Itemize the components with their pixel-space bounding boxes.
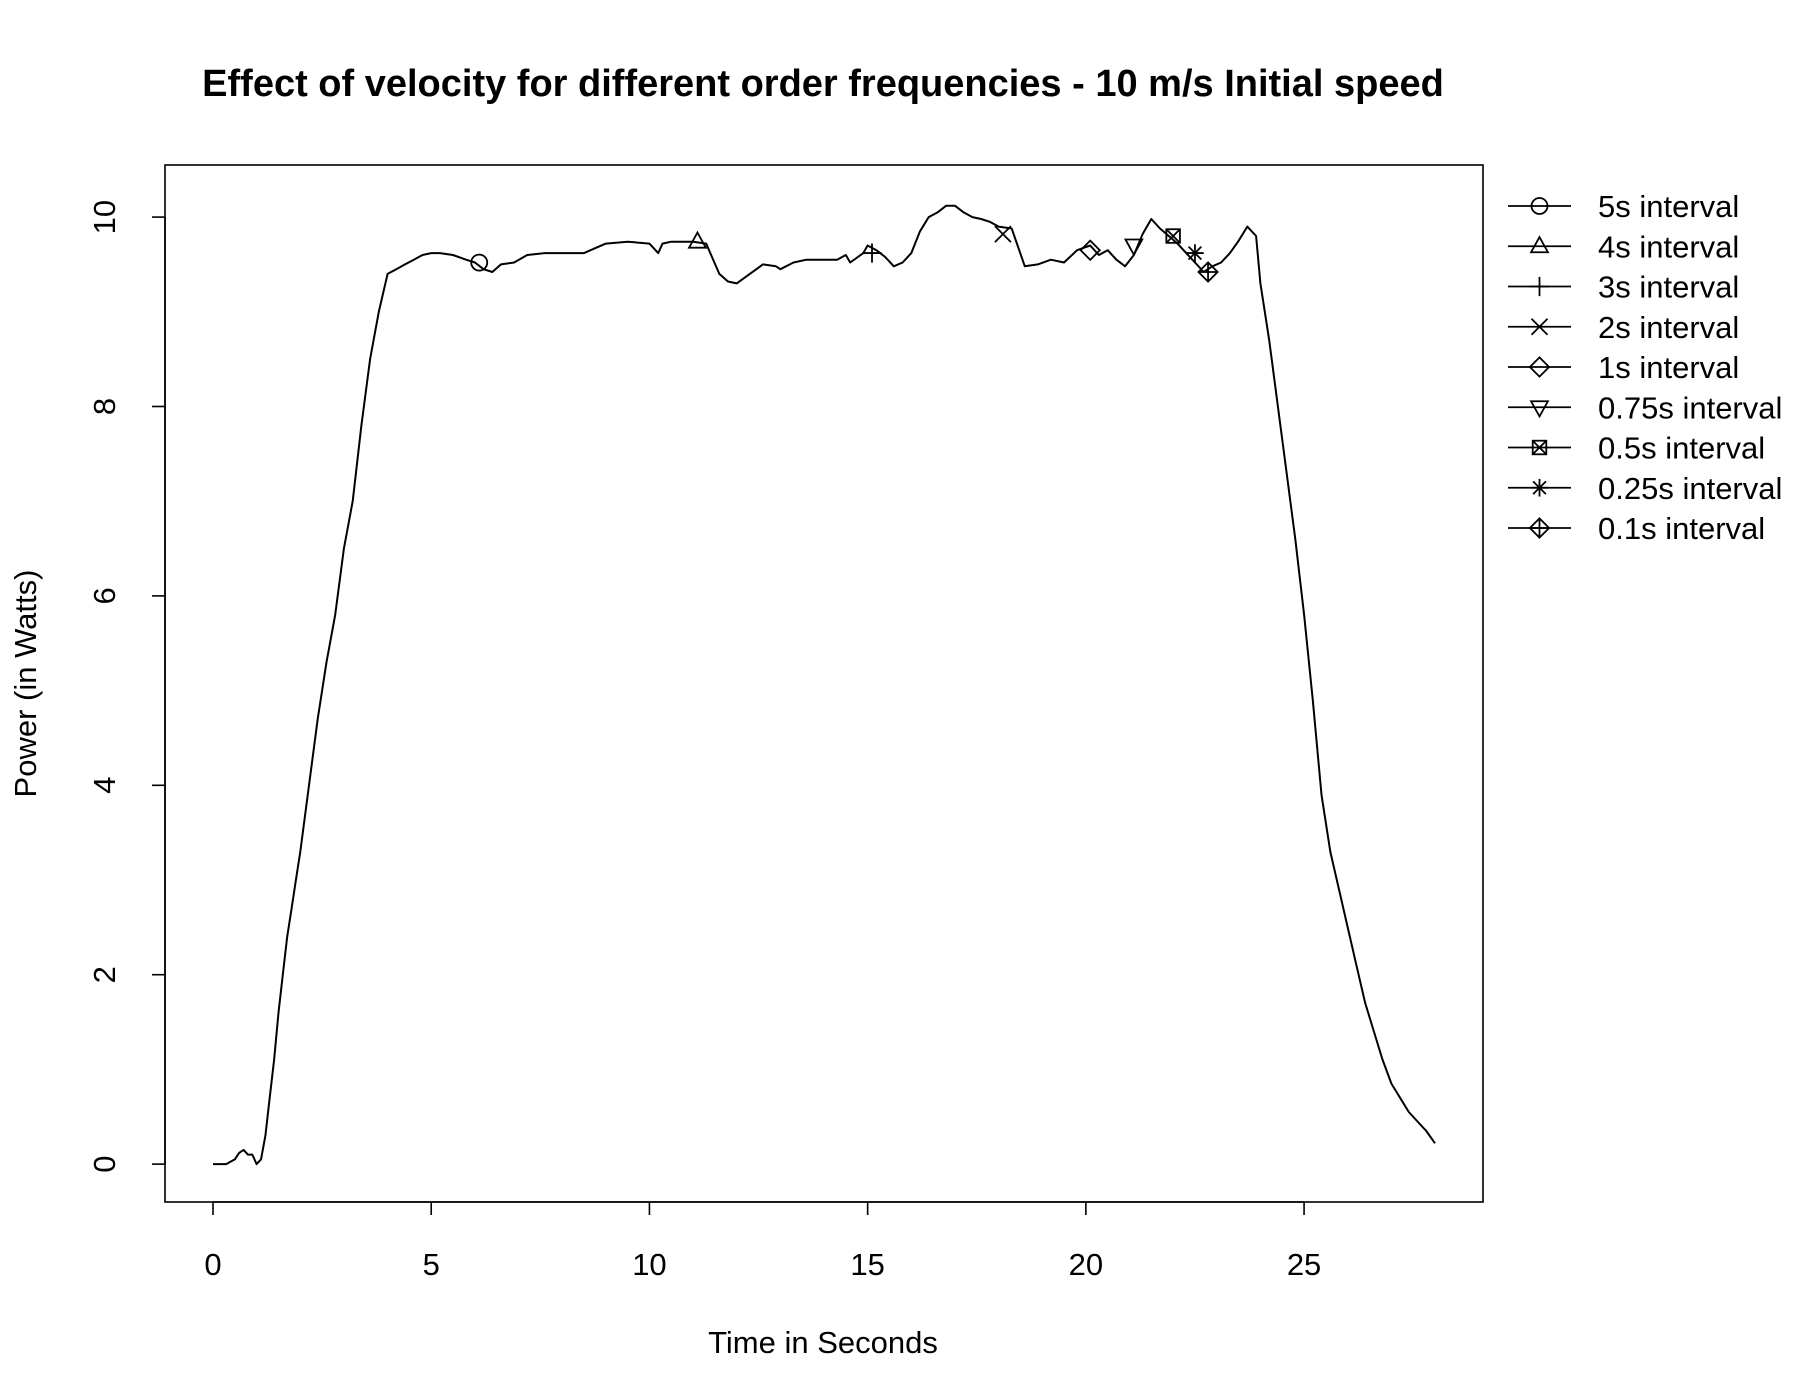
x-tick-label: 25 bbox=[1287, 1247, 1321, 1282]
power-line bbox=[213, 204, 1436, 1166]
x-axis: 0 5 10 15 20 25 bbox=[204, 1201, 1321, 1282]
x-tick-label: 10 bbox=[632, 1247, 666, 1282]
series-marker-asterisk bbox=[1186, 244, 1204, 262]
y-axis: 0 2 4 6 8 10 bbox=[87, 200, 166, 1173]
legend-marker-circle bbox=[1530, 197, 1549, 215]
legend-item: 5s interval bbox=[1508, 189, 1739, 224]
legend-label: 0.5s interval bbox=[1598, 431, 1765, 466]
legend-item: 0.1s interval bbox=[1508, 511, 1765, 546]
plot-frame bbox=[164, 164, 1484, 1203]
legend-label: 5s interval bbox=[1598, 189, 1739, 224]
legend-marker-asterisk bbox=[1530, 478, 1549, 497]
series-group bbox=[213, 204, 1436, 1166]
series-marker-plus bbox=[862, 243, 882, 263]
x-axis-label: Time in Seconds bbox=[708, 1325, 938, 1360]
x-tick-label: 20 bbox=[1069, 1247, 1103, 1282]
series-marker-diamond-plus bbox=[1197, 261, 1219, 283]
legend-marker-square-cross bbox=[1531, 439, 1548, 456]
legend-marker-diamond bbox=[1528, 356, 1551, 378]
y-tick-label: 4 bbox=[87, 777, 122, 794]
legend-marker-diamond-plus bbox=[1528, 517, 1551, 539]
y-tick-label: 0 bbox=[87, 1155, 122, 1172]
series-marker-diamond bbox=[1079, 239, 1102, 262]
y-tick-label: 10 bbox=[87, 200, 122, 234]
legend-label: 3s interval bbox=[1598, 270, 1739, 305]
legend-marker-cross bbox=[1530, 318, 1549, 336]
legend-label: 0.75s interval bbox=[1598, 390, 1782, 425]
legend-label: 0.25s interval bbox=[1598, 471, 1782, 506]
legend-item: 3s interval bbox=[1508, 270, 1739, 305]
legend-item: 0.25s interval bbox=[1508, 471, 1782, 506]
y-tick-label: 8 bbox=[87, 398, 122, 415]
legend-item: 4s interval bbox=[1508, 229, 1739, 264]
legend-item: 0.75s interval bbox=[1508, 390, 1782, 425]
y-axis-label: Power (in Watts) bbox=[8, 570, 43, 798]
legend-marker-plus bbox=[1529, 276, 1550, 297]
legend: 5s interval 4s interval 3s interval 2s inte… bbox=[1508, 189, 1782, 546]
y-tick-label: 6 bbox=[87, 587, 122, 604]
x-tick-label: 0 bbox=[204, 1247, 221, 1282]
series-marker-triangle-down bbox=[1123, 238, 1144, 257]
legend-label: 2s interval bbox=[1598, 310, 1739, 345]
series-marker-cross bbox=[994, 225, 1012, 243]
series-marker-square-cross bbox=[1165, 228, 1181, 244]
series-marker-triangle-up bbox=[687, 230, 708, 249]
legend-item: 1s interval bbox=[1508, 350, 1739, 385]
legend-label: 0.1s interval bbox=[1598, 511, 1765, 546]
legend-label: 1s interval bbox=[1598, 350, 1739, 385]
chart-title: Effect of velocity for different order f… bbox=[202, 63, 1444, 105]
legend-label: 4s interval bbox=[1598, 229, 1739, 264]
legend-marker-triangle-up bbox=[1529, 235, 1550, 254]
legend-marker-triangle-down bbox=[1529, 400, 1550, 419]
x-tick-label: 5 bbox=[423, 1247, 440, 1282]
series-marker-circle bbox=[470, 253, 489, 272]
legend-item: 2s interval bbox=[1508, 310, 1739, 345]
y-tick-label: 2 bbox=[87, 966, 122, 983]
legend-item: 0.5s interval bbox=[1508, 431, 1765, 466]
x-tick-label: 15 bbox=[850, 1247, 884, 1282]
